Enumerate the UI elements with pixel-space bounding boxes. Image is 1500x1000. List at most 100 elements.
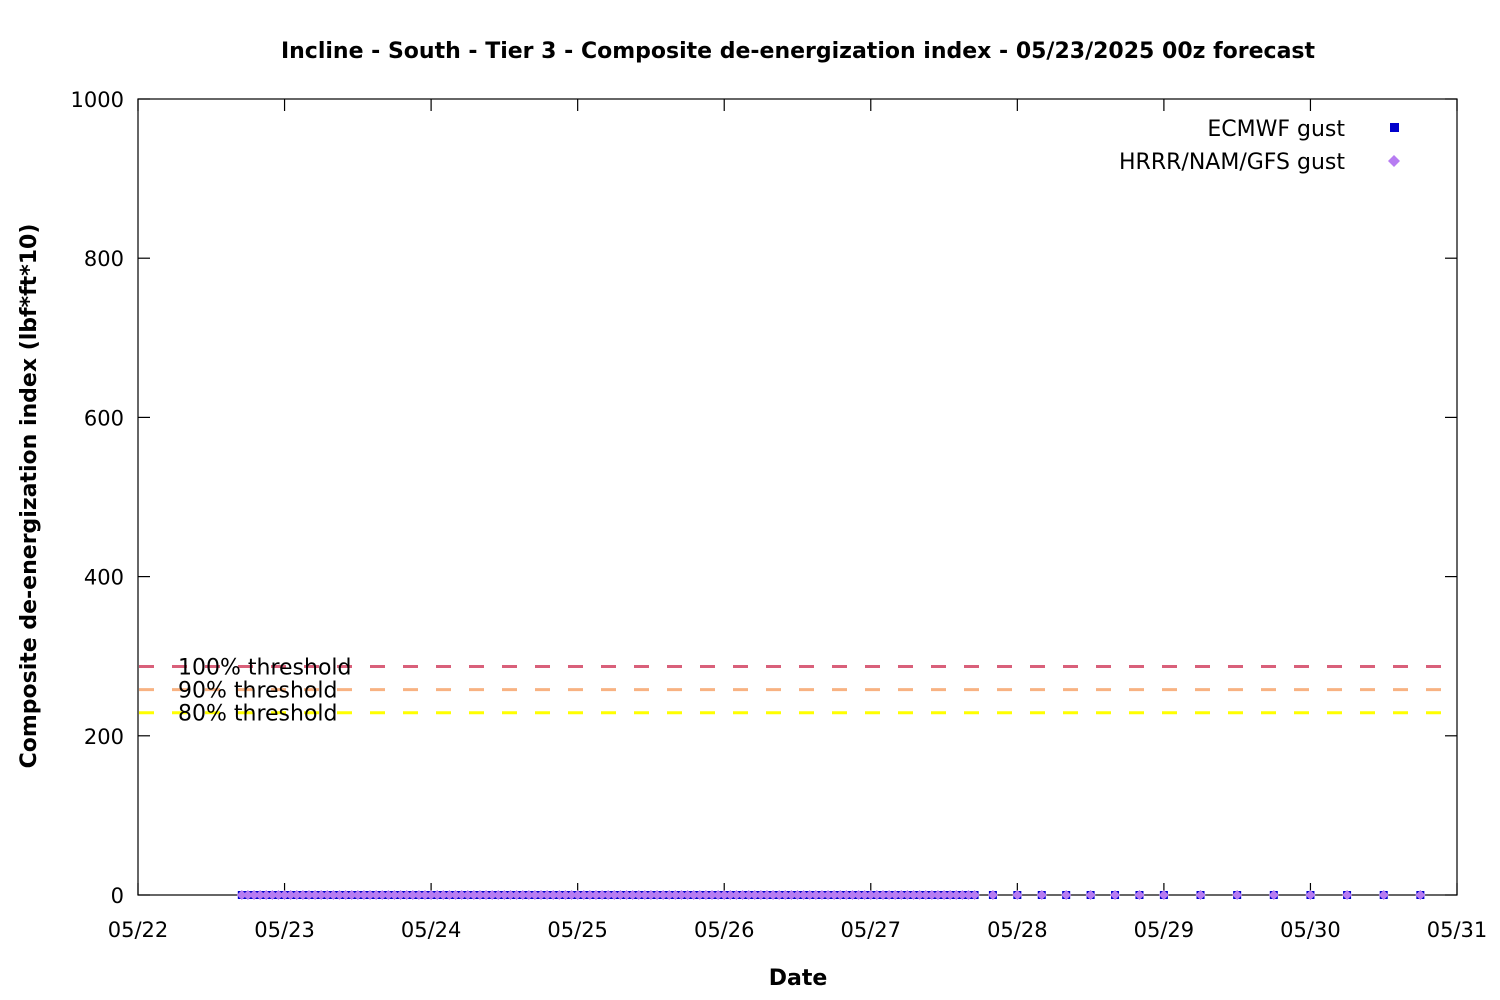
y-tick-label: 200 [84,725,124,749]
hrrr-point [1305,890,1316,900]
legend-marker-hrrr [1388,155,1400,167]
hrrr-point [676,890,687,900]
hrrr-point [737,890,748,900]
hrrr-point [346,890,357,900]
hrrr-point [987,890,998,900]
hrrr-point [853,890,864,900]
hrrr-point [389,890,400,900]
hrrr-point [1415,890,1426,900]
threshold-label: 80% threshold [178,702,338,727]
x-tick-label: 05/23 [254,918,315,942]
hrrr-point [1061,890,1072,900]
hrrr-point [578,890,589,900]
hrrr-point [334,890,345,900]
hrrr-point [951,890,962,900]
hrrr-point [810,890,821,900]
legend-marker-ecmwf [1390,123,1399,132]
hrrr-point [255,890,266,900]
hrrr-point [932,890,943,900]
y-axis: 0 200 400 600 800 1000 [71,88,1457,908]
hrrr-point [456,890,467,900]
plot-frame [137,98,1458,896]
hrrr-point [352,890,363,900]
hrrr-point [920,890,931,900]
hrrr-point [413,890,424,900]
x-tick-label: 05/30 [1280,918,1341,942]
hrrr-point [725,890,736,900]
hrrr-point [395,890,406,900]
legend-label: HRRR/NAM/GFS gust [1119,150,1345,175]
hrrr-point [682,890,693,900]
hrrr-point [542,890,553,900]
hrrr-point [1342,890,1353,900]
threshold-label: 100% threshold [178,656,352,681]
hrrr-point [890,890,901,900]
hrrr-point [877,890,888,900]
hrrr-point [786,890,797,900]
hrrr-point [743,890,754,900]
hrrr-point [823,890,834,900]
hrrr-point [377,890,388,900]
hrrr-point [945,890,956,900]
hrrr-point [328,890,339,900]
hrrr-point [584,890,595,900]
hrrr-point [609,890,620,900]
hrrr-point [1158,890,1169,900]
hrrr-point [731,890,742,900]
hrrr-point [755,890,766,900]
hrrr-point [939,890,950,900]
hrrr-point [536,890,547,900]
hrrr-point [365,890,376,900]
hrrr-point [603,890,614,900]
hrrr-point [517,890,528,900]
hrrr-point [761,890,772,900]
threshold-label: 90% threshold [178,679,338,704]
hrrr-point [615,890,626,900]
x-axis: 05/22 05/23 05/24 05/25 05/26 05/27 05/28 05/29… [108,99,1487,942]
hrrr-point [310,890,321,900]
hrrr-point [664,890,675,900]
hrrr-point [652,890,663,900]
hrrr-point [279,890,290,900]
y-axis-label: Composite de-energization index (lbf*ft*… [17,224,42,769]
hrrr-point [865,890,876,900]
y-tick-label: 400 [84,566,124,590]
hrrr-point [639,890,650,900]
hrrr-point [847,890,858,900]
hrrr-point [798,890,809,900]
hrrr-point [303,890,314,900]
hrrr-point [713,890,724,900]
hrrr-point [291,890,302,900]
hrrr-point [700,890,711,900]
hrrr-point [358,890,369,900]
x-tick-label: 05/28 [987,918,1048,942]
hrrr-point [297,890,308,900]
hrrr-point [322,890,333,900]
hrrr-point [1134,890,1145,900]
hrrr-point [694,890,705,900]
hrrr-point [627,890,638,900]
x-tick-label: 05/22 [108,918,169,942]
hrrr-point [688,890,699,900]
hrrr-point [1036,890,1047,900]
chart-title: Incline - South - Tier 3 - Composite de-… [281,39,1316,64]
hrrr-point [1195,890,1206,900]
hrrr-point [816,890,827,900]
data-markers [236,890,1426,900]
hrrr-point [285,890,296,900]
hrrr-point [1232,890,1243,900]
hrrr-point [468,890,479,900]
hrrr-point [249,890,260,900]
hrrr-point [597,890,608,900]
hrrr-point [896,890,907,900]
hrrr-point [926,890,937,900]
hrrr-point [505,890,516,900]
hrrr-point [499,890,510,900]
hrrr-point [1085,890,1096,900]
hrrr-point [658,890,669,900]
hrrr-point [560,890,571,900]
hrrr-point [383,890,394,900]
hrrr-point [420,890,431,900]
hrrr-point [749,890,760,900]
